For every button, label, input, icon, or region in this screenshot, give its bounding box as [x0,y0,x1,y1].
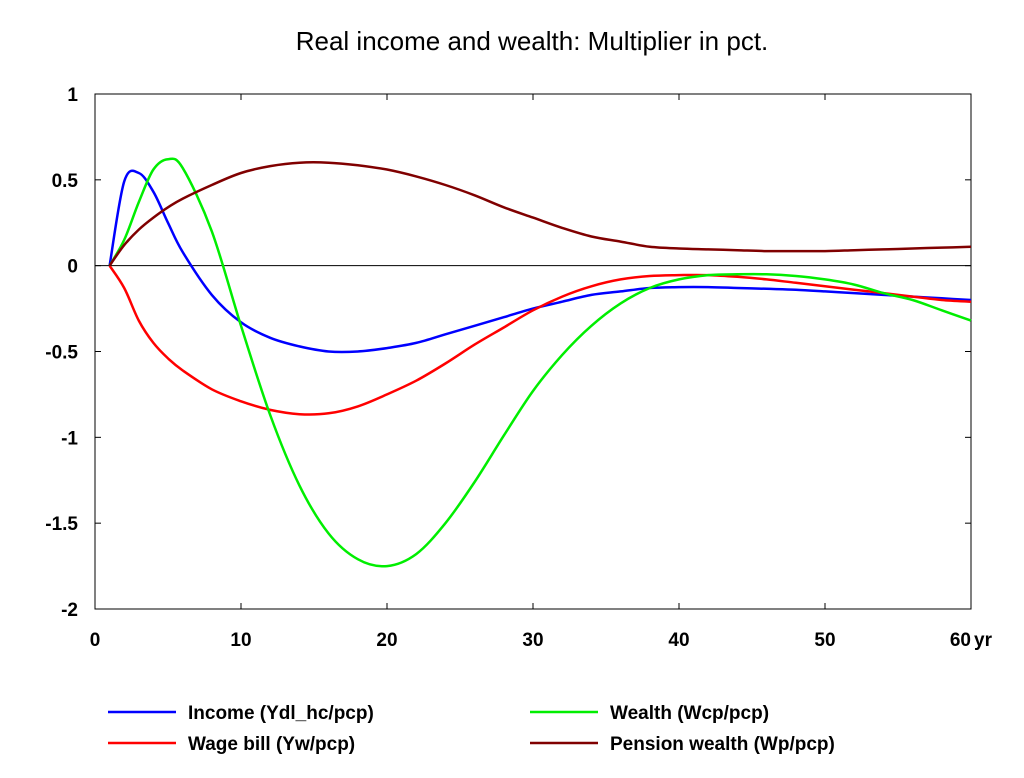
y-tick-label: -0.5 [45,343,78,364]
legend-label: Wage bill (Yw/pcp) [188,734,355,755]
y-tick-label: -2 [61,600,78,621]
x-tick-label: 30 [522,630,543,651]
y-tick-label: 0 [67,257,78,278]
series-line-4 [108,161,972,267]
y-tick-label: 1 [67,85,78,106]
x-tick-label: 50 [814,630,835,651]
y-axis: 1 0.5 0 -0.5 -1 -1.5 -2 [45,85,971,621]
series-lines [108,157,972,568]
legend: Income (Ydl_hc/pcp) Wealth (Wcp/pcp) Wage … [108,703,835,755]
y-tick-label: 0.5 [52,171,79,192]
y-tick-label: -1.5 [45,514,78,535]
series-line-2 [108,265,972,416]
x-axis: 0 10 20 30 40 50 60 [90,94,972,651]
x-unit-label: yr [974,630,993,651]
legend-label: Income (Ydl_hc/pcp) [188,703,374,724]
x-tick-label: 10 [230,630,251,651]
x-tick-label: 40 [668,630,689,651]
series-line-1 [108,169,972,354]
y-tick-label: -1 [61,428,78,449]
x-tick-label: 60 [950,630,971,651]
chart-title: Real income and wealth: Multiplier in pc… [296,26,769,56]
legend-label: Wealth (Wcp/pcp) [610,703,769,724]
plot-frame [94,93,972,610]
x-tick-label: 0 [90,630,101,651]
series-line-3 [108,157,972,568]
x-tick-label: 20 [376,630,397,651]
legend-label: Pension wealth (Wp/pcp) [610,734,835,755]
